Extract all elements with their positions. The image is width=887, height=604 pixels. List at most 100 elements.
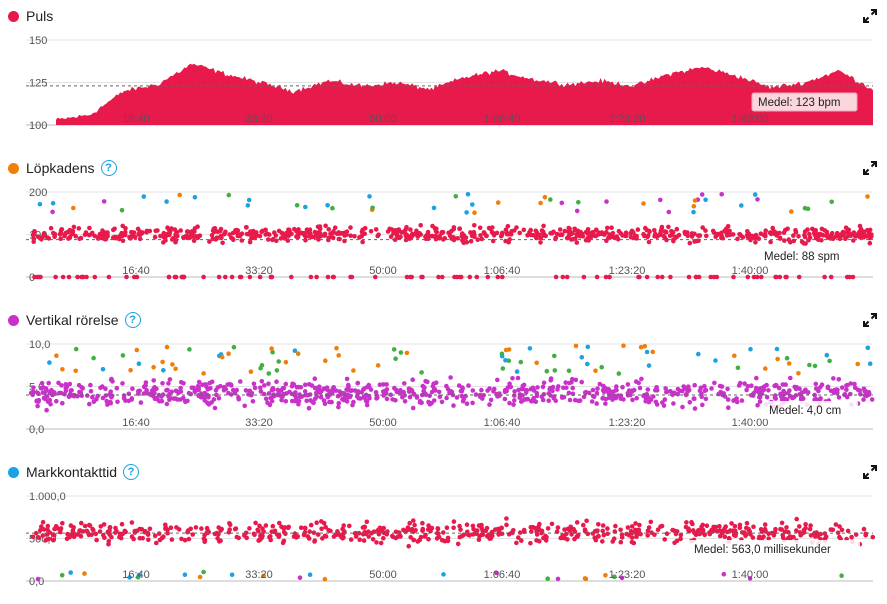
help-icon[interactable]: ? [100,160,117,176]
data-point [735,365,741,371]
average-label: Medel: 4,0 cm [763,401,858,419]
data-point [308,274,314,280]
data-point [510,376,515,381]
data-point [600,396,605,401]
data-point [808,523,813,528]
data-point [303,238,308,243]
data-point [269,274,275,280]
data-point [360,239,365,245]
data-point [348,225,353,230]
data-point [581,394,587,400]
data-point [40,533,46,538]
data-point [799,239,805,245]
data-point [31,385,36,390]
data-point [544,368,550,374]
data-point [91,399,97,404]
data-point [744,387,749,393]
data-point [538,240,543,245]
data-point [504,231,510,237]
data-point [653,399,659,405]
data-point [619,575,625,581]
data-point [553,236,558,242]
data-point [744,520,750,526]
data-point [507,237,512,242]
expand-icon[interactable] [863,9,877,23]
data-point [63,382,69,387]
data-point [711,274,717,280]
help-icon[interactable]: ? [123,464,140,480]
data-point [366,393,372,399]
x-tick-label: 33:20 [245,417,273,429]
data-point [692,396,697,401]
y-tick-label: 500,0 [29,534,57,546]
data-point [163,238,168,243]
chart-title: Markkontakttid [26,464,118,480]
expand-icon[interactable] [863,465,877,479]
chart-header: Puls [8,6,53,26]
data-point [791,233,796,238]
scatter-points [28,343,875,413]
data-point [517,530,523,535]
data-point [768,239,773,245]
data-point [633,521,638,526]
expand-icon[interactable] [863,161,877,175]
data-point [370,205,375,211]
data-point [98,524,104,529]
data-point [654,234,660,239]
data-point [582,527,588,532]
data-point [31,236,37,242]
data-point [625,525,631,530]
data-point [785,536,791,541]
data-point [646,363,652,368]
data-point [34,399,39,404]
help-icon[interactable]: ? [124,312,141,328]
data-point [340,397,345,402]
data-point [303,382,308,388]
average-label-box [688,540,860,558]
data-point [693,274,699,280]
data-point [123,398,128,403]
data-point [786,361,792,366]
data-point [551,229,556,235]
data-point [641,201,646,206]
data-point [212,531,218,537]
data-point [336,353,342,358]
data-point [235,230,240,236]
data-point [191,238,197,243]
x-tick-label: 1:06:40 [484,265,521,277]
data-point [97,233,102,239]
data-point [763,366,768,371]
data-point [263,396,269,402]
data-point [658,524,663,529]
data-point [479,387,484,393]
data-point [164,401,170,407]
data-point [562,535,567,541]
data-point [411,537,417,543]
data-point [503,358,508,363]
data-point [38,385,44,391]
data-point [798,533,803,538]
data-point [59,572,65,578]
data-point [316,237,321,242]
data-point [488,397,494,403]
data-point [40,390,46,395]
data-point [824,352,830,358]
data-point [165,530,170,536]
data-point [784,355,790,361]
data-point [207,380,212,386]
data-point [258,365,263,371]
data-point [136,572,142,578]
data-point [249,392,254,398]
data-point [143,380,149,385]
data-point [331,274,337,280]
data-point [553,274,559,280]
data-point [179,536,184,542]
data-point [166,381,171,386]
data-point [197,574,203,580]
data-point [782,238,787,243]
data-point [596,522,601,527]
data-point [686,274,692,280]
data-point [687,400,693,405]
data-point [846,231,852,236]
expand-icon[interactable] [863,313,877,327]
